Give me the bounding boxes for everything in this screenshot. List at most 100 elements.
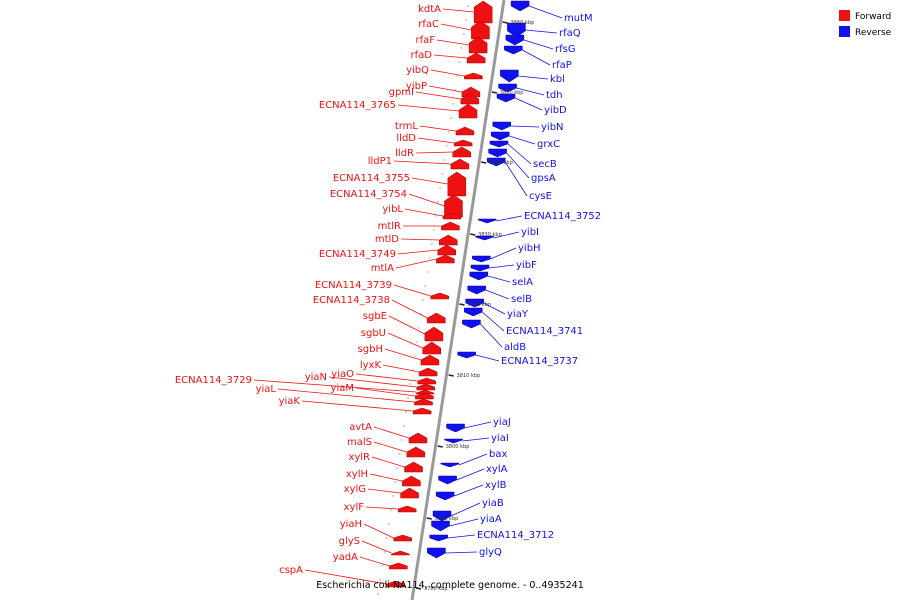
gene-feature-kdta[interactable] [473,0,493,24]
gene-label-xylf[interactable]: xylF [344,502,365,513]
gene-feature-yian[interactable] [416,383,436,391]
gene-feature-cspa[interactable] [386,580,405,588]
gene-label-yiay[interactable]: yiaY [507,309,529,320]
gene-feature-rfsg[interactable] [505,34,525,46]
gene-feature-lyxk[interactable] [418,367,438,377]
gene-label-glys[interactable]: glyS [339,536,360,547]
gene-label-lldp1[interactable]: lldP1 [368,156,392,167]
gene-feature-ecna114-3737[interactable] [457,351,476,359]
gene-feature-yiay[interactable] [465,298,484,308]
gene-label-gpsa[interactable]: gpsA [531,173,556,184]
gene-label-xylr[interactable]: xylR [348,452,370,463]
gene-label-yian[interactable]: yiaN [305,372,327,383]
gene-label-yibi[interactable]: yibI [521,227,539,238]
gene-label-lyxk[interactable]: lyxK [360,360,382,371]
gene-feature-ecna114-3738[interactable] [427,312,446,324]
gene-label-ecna114-3712[interactable]: ECNA114_3712 [477,530,554,541]
gene-label-yiai[interactable]: yiaI [491,433,509,444]
gene-feature-tdh[interactable] [498,83,517,93]
gene-feature-xylg[interactable] [400,487,419,499]
gene-label-yiaa[interactable]: yiaA [480,514,502,525]
gene-label-ecna114-3754[interactable]: ECNA114_3754 [330,189,407,200]
gene-label-mutm[interactable]: mutM [564,13,593,24]
gene-label-rfac[interactable]: rfaC [418,19,439,30]
gene-label-yiak[interactable]: yiaK [279,396,301,407]
gene-feature-ecna114-3712[interactable] [429,534,448,542]
gene-feature-sgbh[interactable] [420,354,440,366]
gene-label-rfsg[interactable]: rfsG [555,44,576,55]
gene-label-ecna114-3729[interactable]: ECNA114_3729 [175,375,252,386]
gene-label-gpmi[interactable]: gpmI [389,87,414,98]
gene-feature-secb[interactable] [489,140,509,148]
gene-label-avta[interactable]: avtA [349,422,372,433]
gene-feature-yibh[interactable] [472,255,491,263]
gene-label-yiao[interactable]: yiaO [331,369,354,380]
gene-label-grxc[interactable]: grxC [537,139,560,150]
gene-feature-xylb[interactable] [435,491,455,501]
gene-feature-lldp1[interactable] [450,158,470,170]
gene-feature-yiam[interactable] [415,392,434,400]
gene-feature-rfaf[interactable] [468,36,488,54]
gene-label-aldb[interactable]: aldB [504,342,526,353]
gene-feature-yiai[interactable] [444,438,463,444]
gene-label-lldd[interactable]: lldD [396,133,416,144]
gene-feature-yibi[interactable] [475,235,494,241]
gene-label-ecna114-3741[interactable]: ECNA114_3741 [506,326,583,337]
gene-feature-mtld[interactable] [439,234,458,246]
gene-feature-rfad[interactable] [466,52,486,64]
gene-feature-grxc[interactable] [490,131,510,141]
gene-feature-yibn[interactable] [492,121,511,131]
gene-label-sgbh[interactable]: sgbH [358,344,383,355]
gene-feature-xylr[interactable] [404,461,423,473]
gene-label-xylg[interactable]: xylG [344,484,366,495]
gene-feature-glyq[interactable] [427,547,446,559]
gene-feature-xylf[interactable] [397,505,417,513]
gene-feature-yiah[interactable] [393,534,412,542]
gene-feature-ecna114-3754[interactable] [444,194,463,218]
gene-label-yibp[interactable]: yibP [406,81,427,92]
gene-label-sela[interactable]: selA [512,277,533,288]
gene-feature-cyse[interactable] [486,157,506,167]
gene-feature-mals[interactable] [406,446,426,458]
gene-label-trml[interactable]: trmL [395,121,419,132]
gene-label-xylb[interactable]: xylB [485,480,507,491]
gene-feature-rfac[interactable] [471,20,490,40]
gene-label-cspa[interactable]: cspA [279,565,303,576]
gene-feature-rfap[interactable] [504,45,523,55]
gene-label-glyq[interactable]: glyQ [479,547,502,558]
gene-feature-mtla[interactable] [436,254,455,264]
gene-label-tdh[interactable]: tdh [546,90,563,101]
gene-feature-rfaq[interactable] [507,22,526,38]
gene-label-mtld[interactable]: mtlD [375,234,399,245]
gene-label-ecna114-3739[interactable]: ECNA114_3739 [315,280,392,291]
gene-label-rfaq[interactable]: rfaQ [559,28,581,39]
gene-label-lldr[interactable]: lldR [395,148,414,159]
gene-label-yibn[interactable]: yibN [541,122,564,133]
gene-feature-yibq[interactable] [464,72,483,80]
gene-feature-selb[interactable] [467,285,486,295]
gene-feature-yiaa[interactable] [431,520,450,532]
gene-feature-sgbu[interactable] [422,341,442,355]
gene-label-cyse[interactable]: cysE [529,191,552,202]
gene-feature-yibd[interactable] [496,93,516,103]
gene-label-secb[interactable]: secB [533,159,557,170]
gene-feature-sela[interactable] [469,271,489,281]
gene-label-yibf[interactable]: yibF [516,260,537,271]
gene-feature-aldb[interactable] [462,319,481,329]
gene-label-yiam[interactable]: yiaM [331,383,354,394]
gene-label-mtlr[interactable]: mtlR [378,221,401,232]
gene-feature-ecna114-3739[interactable] [430,292,449,300]
gene-feature-ecna114-3755[interactable] [447,171,467,197]
gene-label-yibl[interactable]: yibL [382,204,403,215]
gene-feature-yiab[interactable] [432,510,452,522]
gene-label-kdta[interactable]: kdtA [418,4,441,15]
gene-label-yibq[interactable]: yibQ [406,65,429,76]
gene-label-xyla[interactable]: xylA [486,464,508,475]
gene-label-mtla[interactable]: mtlA [371,263,394,274]
gene-feature-mtlr[interactable] [441,221,460,231]
gene-label-yibd[interactable]: yibD [544,105,567,116]
gene-feature-lldd[interactable] [453,139,473,147]
gene-label-sgbe[interactable]: sgbE [363,311,387,322]
gene-label-yial[interactable]: yiaL [256,384,277,395]
gene-feature-avta[interactable] [408,432,428,444]
